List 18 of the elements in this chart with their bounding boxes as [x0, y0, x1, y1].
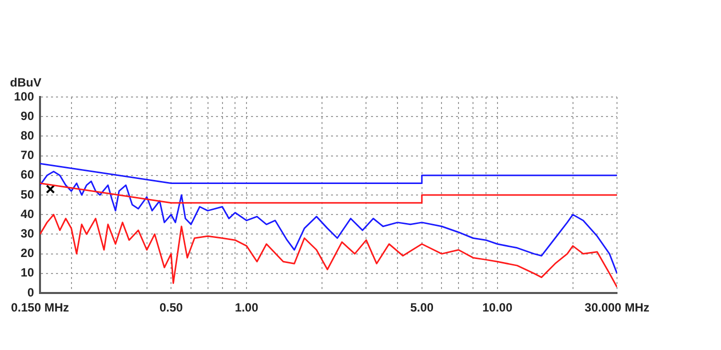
y-tick-label: 70 [20, 148, 34, 162]
x-tick-label: 10.00 [482, 300, 513, 315]
x-tick-label: 5.00 [410, 300, 434, 315]
y-tick-label: 60 [20, 168, 34, 182]
x-tick-label: 30.000 MHz [584, 300, 650, 315]
y-tick-label: 80 [20, 128, 34, 143]
y-tick-label: 30 [20, 226, 34, 241]
y-tick-label: 0 [27, 285, 34, 300]
x-tick-label: 0.150 MHz [10, 300, 70, 315]
x-tick-label: 1.00 [234, 300, 259, 315]
x-tick-label: 0.50 [159, 300, 184, 315]
y-tick-label: 10 [20, 266, 34, 280]
y-tick-label: 100 [14, 89, 34, 104]
y-tick-label: 90 [20, 108, 34, 123]
y-tick-label: 20 [20, 246, 34, 260]
y-tick-label: 40 [20, 206, 34, 221]
y-tick-label: 50 [20, 187, 34, 202]
y-axis-title: dBuV [10, 75, 42, 90]
